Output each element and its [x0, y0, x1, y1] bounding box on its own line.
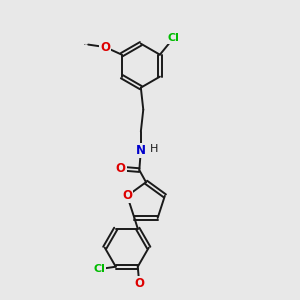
Text: O: O	[116, 162, 126, 175]
Text: Cl: Cl	[93, 264, 105, 274]
Text: H: H	[149, 144, 158, 154]
Text: Cl: Cl	[168, 33, 180, 43]
Text: N: N	[136, 144, 146, 157]
Text: methoxy: methoxy	[84, 43, 90, 45]
Text: O: O	[134, 277, 144, 290]
Text: O: O	[100, 40, 110, 53]
Text: O: O	[122, 189, 132, 203]
